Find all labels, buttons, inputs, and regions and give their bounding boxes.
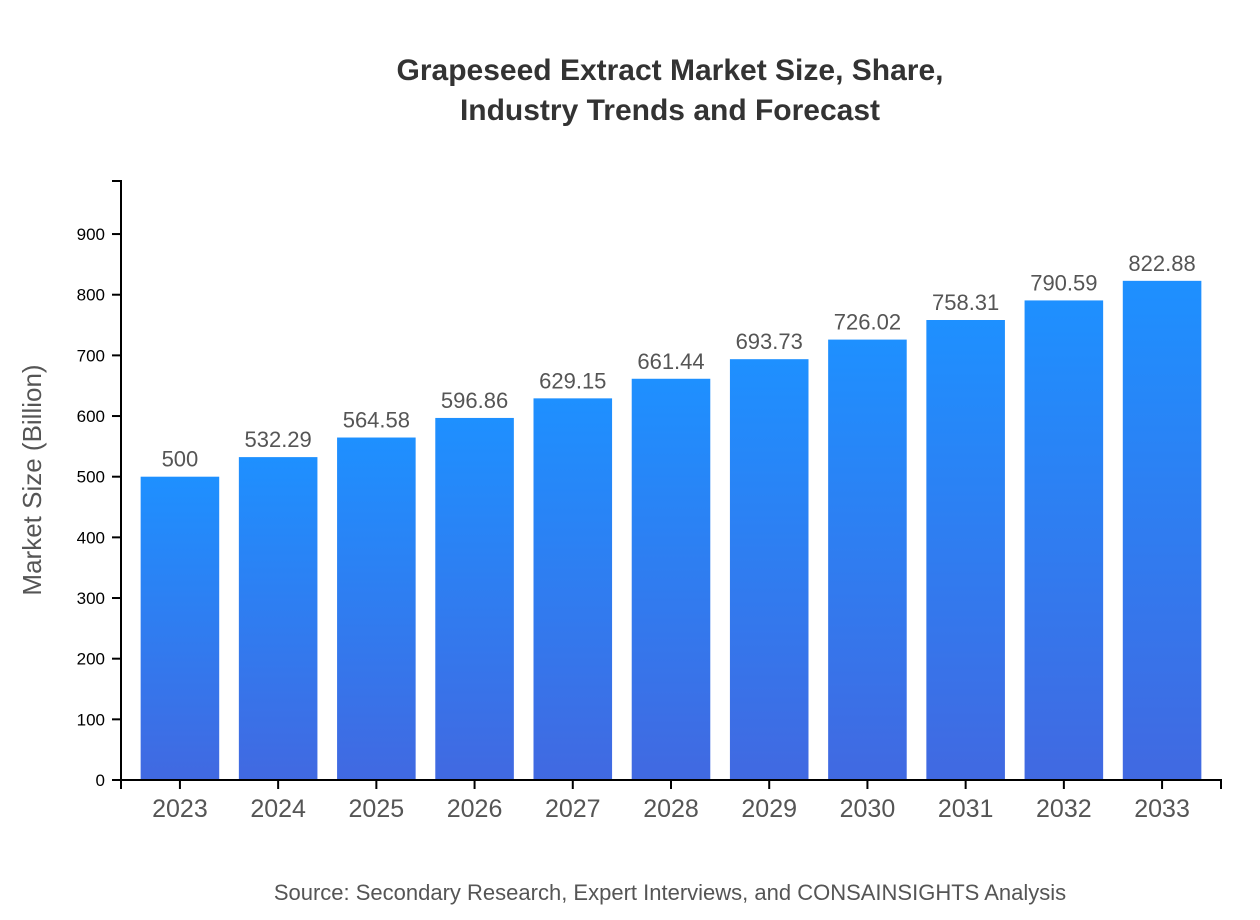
bar-2024 xyxy=(238,457,318,780)
x-tick-label: 2029 xyxy=(741,795,797,823)
x-tick-label: 2024 xyxy=(250,795,306,823)
bar-2033 xyxy=(1122,280,1202,780)
x-tick-label: 2028 xyxy=(643,795,699,823)
y-tick-label: 100 xyxy=(77,710,105,729)
y-tick-label: 0 xyxy=(96,771,105,790)
bar-2028 xyxy=(631,378,711,780)
bar-2029 xyxy=(729,359,809,780)
x-tick-label: 2032 xyxy=(1036,795,1092,823)
bar-2023 xyxy=(140,476,220,780)
data-label: 564.58 xyxy=(343,408,410,433)
data-label: 661.44 xyxy=(637,349,704,374)
y-tick-label: 700 xyxy=(77,346,105,365)
y-tick-label: 300 xyxy=(77,589,105,608)
data-label: 790.59 xyxy=(1030,270,1097,295)
chart-title-line-1: Grapeseed Extract Market Size, Share, xyxy=(397,54,944,87)
y-tick-label: 400 xyxy=(77,528,105,547)
y-tick-label: 600 xyxy=(77,407,105,426)
data-label: 726.02 xyxy=(834,310,901,335)
y-tick-label: 500 xyxy=(77,468,105,487)
x-tick-label: 2023 xyxy=(152,795,208,823)
y-axis-label: Market Size (Billion) xyxy=(17,364,47,595)
x-tick-label: 2027 xyxy=(545,795,601,823)
data-label: 596.86 xyxy=(441,388,508,413)
bar-2030 xyxy=(828,339,907,780)
x-tick-label: 2033 xyxy=(1134,795,1190,823)
data-label: 822.88 xyxy=(1128,251,1195,276)
y-tick-label: 900 xyxy=(77,225,105,244)
y-tick-label: 800 xyxy=(77,286,105,305)
source-note: Source: Secondary Research, Expert Inter… xyxy=(274,880,1066,905)
chart-title-line-2: Industry Trends and Forecast xyxy=(460,94,880,127)
data-label: 693.73 xyxy=(736,329,803,354)
data-label: 758.31 xyxy=(932,290,999,315)
x-tick-label: 2025 xyxy=(349,795,405,823)
plot-area: 500 2023 532.29 2024 564.58 2025 596.86 2026 629… xyxy=(77,180,1222,823)
x-tick-label: 2026 xyxy=(447,795,503,823)
x-tick-label: 2030 xyxy=(840,795,896,823)
y-axis-line xyxy=(112,180,122,780)
x-axis-line xyxy=(120,779,1222,789)
bar-2025 xyxy=(337,437,416,780)
bar-2031 xyxy=(926,320,1005,780)
bar-2027 xyxy=(533,398,613,780)
x-tick-label: 2031 xyxy=(938,795,994,823)
bar-2026 xyxy=(435,417,514,780)
data-label: 500 xyxy=(162,447,199,472)
data-label: 532.29 xyxy=(244,427,311,452)
data-label: 629.15 xyxy=(539,368,606,393)
y-tick-label: 200 xyxy=(77,650,105,669)
bar-2032 xyxy=(1024,300,1104,780)
